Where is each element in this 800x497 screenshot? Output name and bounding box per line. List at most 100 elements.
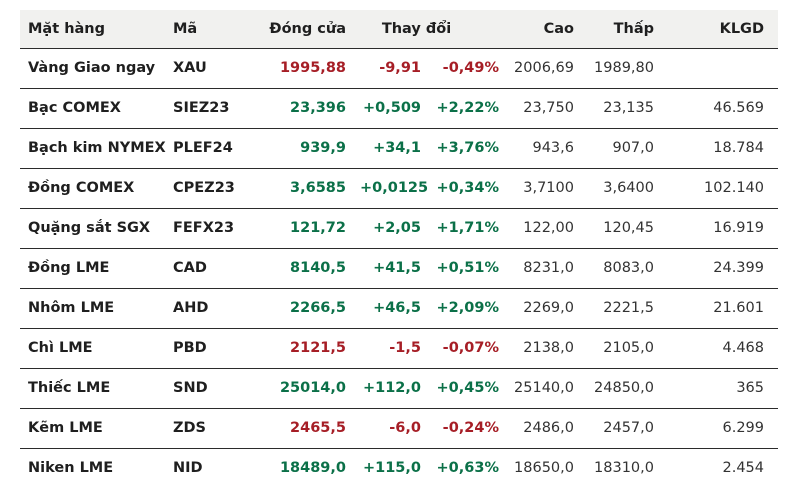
table-row[interactable]: Nhôm LME AHD 2266,5 +46,5 +2,09% 2269,0 …	[20, 288, 778, 329]
volume-value: 24.399	[668, 248, 778, 289]
table-row[interactable]: Bạch kim NYMEX PLEF24 939,9 +34,1 +3,76%…	[20, 128, 778, 169]
change-value: +0,0125	[360, 168, 435, 209]
high-value: 943,6	[513, 128, 588, 169]
item-code: SND	[165, 368, 255, 409]
item-code: SIEZ23	[165, 88, 255, 129]
volume-value: 365	[668, 368, 778, 409]
close-value: 121,72	[255, 208, 360, 249]
volume-value: 4.468	[668, 328, 778, 369]
change-percent: +2,22%	[435, 88, 513, 129]
volume-value: 6.299	[668, 408, 778, 449]
low-value: 120,45	[588, 208, 668, 249]
table-row[interactable]: Quặng sắt SGX FEFX23 121,72 +2,05 +1,71%…	[20, 208, 778, 249]
item-code: ZDS	[165, 408, 255, 449]
change-percent: +0,34%	[435, 168, 513, 209]
change-value: +112,0	[360, 368, 435, 409]
item-code: XAU	[165, 48, 255, 89]
table-header-row: Mặt hàng Mã Đóng cửa Thay đổi Cao Thấp K…	[20, 10, 778, 49]
item-code: PLEF24	[165, 128, 255, 169]
change-percent: -0,07%	[435, 328, 513, 369]
change-percent: +0,51%	[435, 248, 513, 289]
item-name: Chì LME	[20, 328, 165, 369]
close-value: 8140,5	[255, 248, 360, 289]
high-value: 8231,0	[513, 248, 588, 289]
high-value: 23,750	[513, 88, 588, 129]
item-name: Vàng Giao ngay	[20, 48, 165, 89]
low-value: 3,6400	[588, 168, 668, 209]
table-row[interactable]: Chì LME PBD 2121,5 -1,5 -0,07% 2138,0 21…	[20, 328, 778, 369]
low-value: 24850,0	[588, 368, 668, 409]
col-header-high[interactable]: Cao	[513, 10, 588, 49]
change-value: +2,05	[360, 208, 435, 249]
low-value: 1989,80	[588, 48, 668, 89]
change-percent: -0,24%	[435, 408, 513, 449]
change-value: +34,1	[360, 128, 435, 169]
high-value: 3,7100	[513, 168, 588, 209]
high-value: 2006,69	[513, 48, 588, 89]
change-value: +41,5	[360, 248, 435, 289]
item-code: FEFX23	[165, 208, 255, 249]
item-code: CAD	[165, 248, 255, 289]
item-name: Bạch kim NYMEX	[20, 128, 166, 169]
close-value: 2266,5	[255, 288, 360, 329]
col-header-code[interactable]: Mã	[165, 10, 255, 49]
change-value: -9,91	[360, 48, 435, 89]
table-row[interactable]: Bạc COMEX SIEZ23 23,396 +0,509 +2,22% 23…	[20, 88, 778, 129]
high-value: 2138,0	[513, 328, 588, 369]
table-row[interactable]: Niken LME NID 18489,0 +115,0 +0,63% 1865…	[20, 448, 778, 488]
low-value: 907,0	[588, 128, 668, 169]
commodity-price-panel: Mặt hàng Mã Đóng cửa Thay đổi Cao Thấp K…	[20, 10, 778, 488]
volume-value: 2.454	[722, 460, 764, 476]
table-row[interactable]: Đồng LME CAD 8140,5 +41,5 +0,51% 8231,0 …	[20, 248, 778, 289]
close-value: 23,396	[255, 88, 360, 129]
close-value: 18489,0	[279, 460, 346, 476]
item-code: AHD	[165, 288, 255, 329]
change-value: -1,5	[360, 328, 435, 369]
change-value: +0,509	[360, 88, 435, 129]
item-code: CPEZ23	[165, 168, 255, 209]
close-value: 2465,5	[255, 408, 360, 449]
table-row[interactable]: Thiếc LME SND 25014,0 +112,0 +0,45% 2514…	[20, 368, 778, 409]
volume-value: 18.784	[668, 128, 778, 169]
low-value: 2221,5	[588, 288, 668, 329]
col-header-item[interactable]: Mặt hàng	[20, 10, 165, 49]
high-value: 122,00	[513, 208, 588, 249]
low-value: 23,135	[588, 88, 668, 129]
table-row[interactable]: Đồng COMEX CPEZ23 3,6585 +0,0125 +0,34% …	[20, 168, 778, 209]
change-value: +115,0	[362, 460, 421, 476]
high-value: 2486,0	[513, 408, 588, 449]
volume-value	[668, 48, 778, 89]
item-code: PBD	[165, 328, 255, 369]
volume-value: 21.601	[668, 288, 778, 329]
item-name: Đồng LME	[20, 248, 165, 289]
item-name: Đồng COMEX	[20, 168, 165, 209]
change-percent: +2,09%	[435, 288, 513, 329]
item-name: Kẽm LME	[20, 408, 165, 449]
change-percent: +0,63%	[436, 460, 499, 476]
close-value: 939,9	[255, 128, 360, 169]
item-code: NID	[173, 460, 203, 476]
item-name: Nhôm LME	[20, 288, 165, 329]
change-percent: +3,76%	[435, 128, 513, 169]
col-header-close[interactable]: Đóng cửa	[255, 10, 360, 49]
item-name: Quặng sắt SGX	[20, 208, 165, 249]
close-value: 3,6585	[255, 168, 360, 209]
high-value: 2269,0	[513, 288, 588, 329]
change-percent: +0,45%	[435, 368, 513, 409]
volume-value: 16.919	[668, 208, 778, 249]
change-percent: -0,49%	[435, 48, 513, 89]
close-value: 2121,5	[255, 328, 360, 369]
col-header-low[interactable]: Thấp	[588, 10, 668, 49]
close-value: 1995,88	[255, 48, 360, 89]
low-value: 18310,0	[594, 460, 654, 476]
item-name: Thiếc LME	[20, 368, 165, 409]
col-header-change[interactable]: Thay đổi	[360, 10, 513, 49]
change-value: +46,5	[360, 288, 435, 329]
table-row[interactable]: Vàng Giao ngay XAU 1995,88 -9,91 -0,49% …	[20, 48, 778, 89]
change-value: -6,0	[360, 408, 435, 449]
item-name: Bạc COMEX	[20, 88, 165, 129]
commodity-table: Mặt hàng Mã Đóng cửa Thay đổi Cao Thấp K…	[20, 10, 778, 488]
col-header-volume[interactable]: KLGD	[668, 10, 778, 49]
high-value: 18650,0	[514, 460, 574, 476]
table-row[interactable]: Kẽm LME ZDS 2465,5 -6,0 -0,24% 2486,0 24…	[20, 408, 778, 449]
